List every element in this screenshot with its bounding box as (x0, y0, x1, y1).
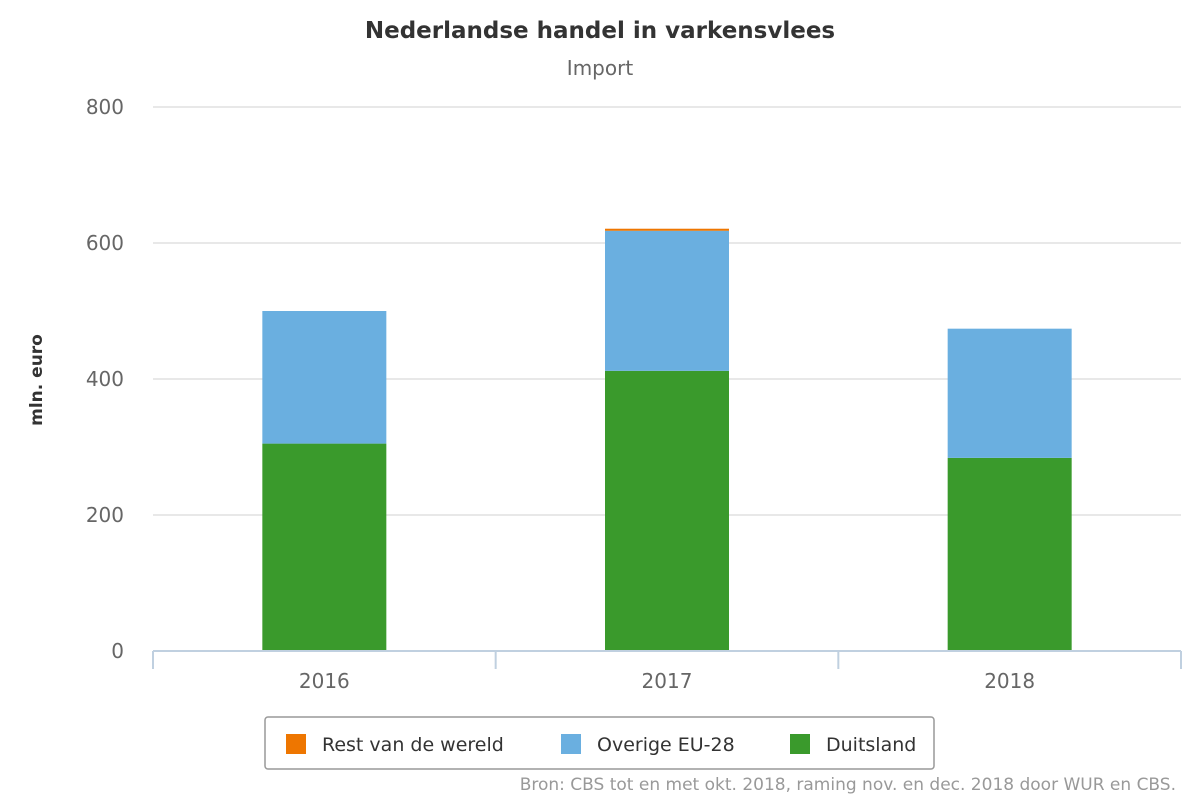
x-axis (152, 650, 1182, 669)
source-note: Bron: CBS tot en met okt. 2018, raming n… (520, 775, 1176, 795)
bar-segment (947, 328, 1072, 458)
bar-segment (605, 230, 729, 371)
y-tick-label: 800 (86, 95, 124, 119)
y-tick-label: 600 (86, 231, 124, 255)
legend-swatch (561, 734, 581, 754)
legend: Rest van de wereld Overige EU-28 Duitsland (264, 716, 935, 770)
legend-label: Overige EU-28 (597, 734, 735, 756)
chart-title: Nederlandse handel in varkensvlees (365, 18, 835, 44)
bar-segment (947, 457, 1072, 651)
legend-swatch (286, 734, 306, 754)
y-tick-label: 400 (86, 367, 124, 391)
x-tick-label: 2016 (299, 669, 350, 693)
legend-swatch (790, 734, 810, 754)
y-tick-label: 200 (86, 503, 124, 527)
y-tick-label: 0 (111, 639, 124, 663)
bar-segment (262, 311, 387, 444)
legend-label: Duitsland (826, 734, 916, 756)
legend-label: Rest van de wereld (322, 734, 504, 756)
x-tick-label: 2018 (984, 669, 1035, 693)
bar-segment (262, 443, 387, 651)
bar-segment (605, 370, 729, 651)
bar-segment (605, 228, 729, 231)
y-axis-label: mln. euro (27, 334, 47, 426)
x-tick-labels: 2016 2017 2018 (299, 669, 1035, 693)
legend-box (264, 716, 935, 770)
y-tick-labels: 0 200 400 600 800 (86, 95, 124, 663)
bars (262, 228, 1072, 651)
x-tick-label: 2017 (642, 669, 693, 693)
chart-subtitle: Import (567, 56, 634, 80)
